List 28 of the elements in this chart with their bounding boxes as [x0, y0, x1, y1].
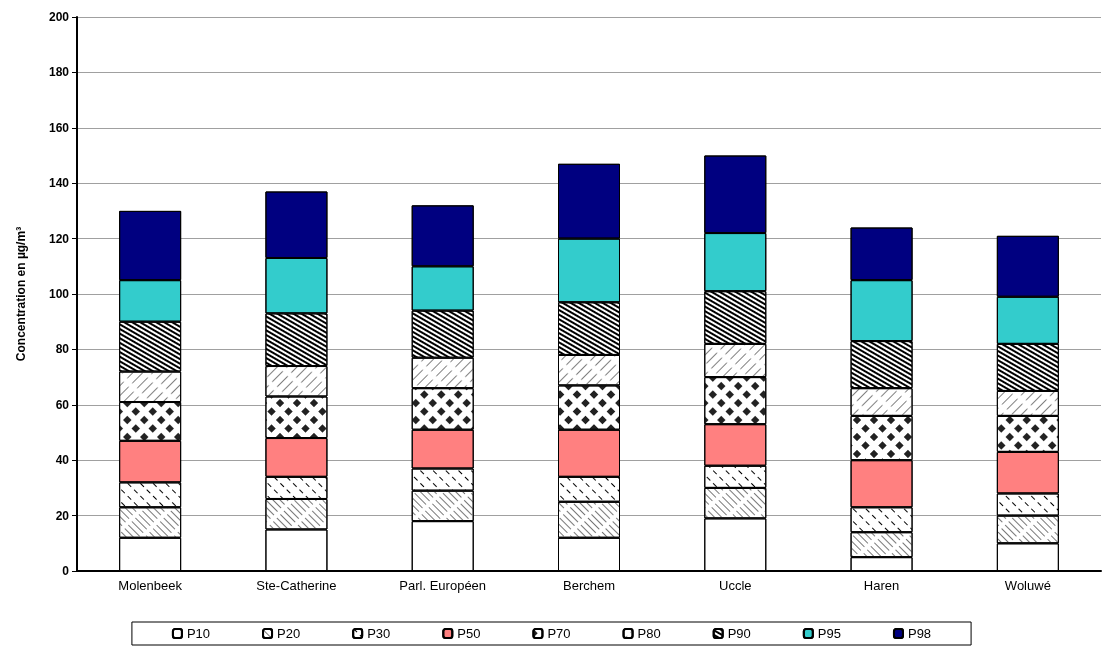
legend-label: P95: [817, 626, 841, 641]
y-tick-label: 80: [55, 342, 70, 357]
x-tick-label: Parl. Européen: [399, 578, 487, 593]
legend-label: P80: [637, 626, 661, 641]
y-tick-label: 60: [55, 397, 70, 412]
legend-label: P98: [907, 626, 932, 641]
legend-label: P30: [367, 626, 391, 641]
y-tick-label: 20: [55, 508, 70, 523]
x-tick-label: Woluwé: [1004, 578, 1051, 593]
x-tick-label: Ste-Catherine: [256, 578, 337, 593]
legend-label: P20: [277, 626, 301, 641]
y-tick-label: 0: [62, 564, 70, 578]
y-tick-label: 160: [48, 120, 70, 135]
legend-label: P10: [186, 626, 211, 641]
y-axis-title: Concentration en µg/m³: [14, 226, 28, 362]
y-tick-label: 140: [48, 176, 70, 191]
legend-label: P70: [547, 626, 571, 641]
y-tick-label: 200: [48, 10, 70, 24]
y-tick-label: 180: [48, 65, 70, 80]
x-tick-label: Molenbeek: [118, 578, 183, 593]
x-tick-label: Berchem: [562, 578, 616, 593]
y-tick-label: 100: [48, 287, 70, 301]
x-tick-label: Uccle: [719, 578, 752, 593]
legend-label: P50: [457, 626, 481, 641]
y-tick-label: 40: [55, 453, 70, 468]
y-tick-label: 120: [48, 231, 70, 246]
x-tick-label: Haren: [863, 578, 900, 593]
legend-label: P90: [727, 626, 751, 641]
